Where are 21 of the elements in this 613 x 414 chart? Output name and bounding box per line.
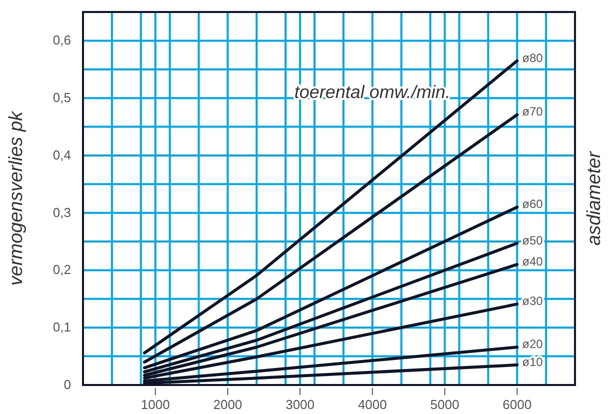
legend-title: asdiameter — [584, 150, 605, 246]
x-tick-label: 2000 — [213, 397, 242, 412]
y-tick-label: 0,1 — [52, 320, 71, 335]
y-tick-label: 0,5 — [52, 90, 71, 106]
x-tick-label: 6000 — [502, 397, 532, 412]
series-label: ø60 — [522, 197, 544, 212]
y-tick-label: 0 — [64, 377, 71, 392]
x-tick-label: 5000 — [430, 397, 460, 412]
y-tick-label: 0,3 — [52, 204, 71, 220]
series-label: ø20 — [522, 337, 544, 352]
y-tick-label: 0,6 — [52, 32, 71, 48]
series-label: ø80 — [522, 50, 544, 65]
series-label: ø40 — [522, 254, 544, 268]
y-axis-title: vermogensverlies pk — [6, 110, 27, 286]
series-label: ø10 — [522, 354, 544, 369]
x-tick-label: 1000 — [140, 397, 170, 412]
series-label: ø70 — [522, 104, 544, 119]
x-tick-label: 4000 — [358, 397, 387, 412]
x-tick-label: 3000 — [286, 397, 315, 412]
y-tick-label: 0,2 — [52, 262, 71, 278]
y-tick-label: 0,4 — [52, 147, 71, 162]
